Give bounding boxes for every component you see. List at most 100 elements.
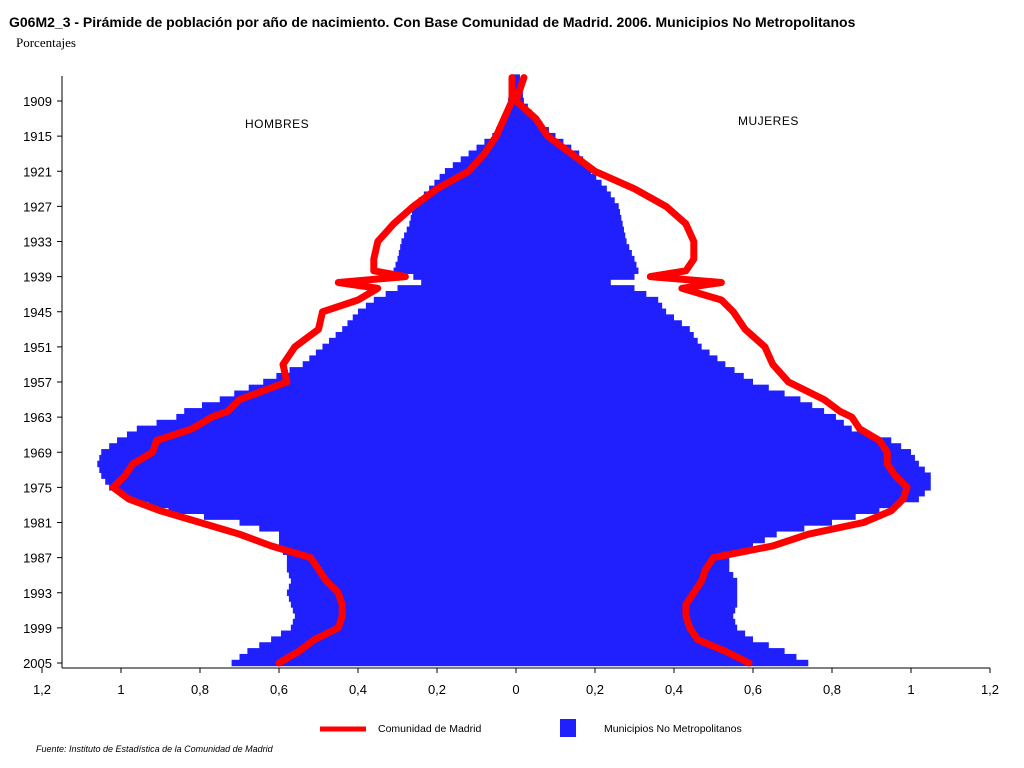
pyramid-bar-1991	[290, 577, 738, 585]
pyramid-bar-1911	[505, 109, 532, 116]
pyramid-bar-1940	[421, 279, 611, 286]
pyramid-bar-1925	[423, 191, 611, 198]
x-tick-label: 0,2	[428, 682, 446, 697]
legend: Comunidad de Madrid Municipios No Metrop…	[320, 719, 742, 737]
pyramid-bar-2002	[259, 642, 769, 649]
pyramid-bar-1933	[401, 238, 627, 245]
y-tick-label: 1939	[23, 270, 52, 285]
municipios-bars	[97, 74, 931, 667]
x-tick-label: 0,8	[191, 682, 209, 697]
pyramid-bar-1999	[290, 624, 738, 632]
pyramid-bar-1927	[413, 203, 619, 210]
comunidad-line-hombres	[109, 74, 516, 667]
comunidad-line-mujeres	[512, 74, 911, 667]
pyramid-bar-1988	[286, 560, 730, 567]
pyramid-bar-1915	[492, 132, 556, 140]
pyramid-bar-1982	[259, 525, 805, 532]
pyramid-bar-1921	[444, 168, 592, 175]
x-tick-label: 0,2	[586, 682, 604, 697]
pyramid-bar-1956	[276, 372, 744, 380]
pyramid-bar-1990	[288, 571, 734, 579]
pyramid-bar-1912	[504, 115, 536, 122]
pyramid-bar-1949	[335, 331, 694, 339]
x-tick-label: 0,6	[270, 682, 288, 697]
pyramid-bar-1985	[279, 542, 753, 550]
mujeres-label: MUJERES	[738, 114, 799, 128]
pyramid-bar-1995	[290, 601, 738, 608]
pyramid-bar-1938	[393, 267, 639, 274]
pyramid-bar-2003	[247, 648, 785, 655]
pyramid-bar-1905	[512, 74, 520, 81]
pyramid-bar-1965	[136, 425, 852, 433]
pyramid-bar-1992	[288, 583, 738, 591]
chart-title: G06M2_3 - Pirámide de población por año …	[9, 14, 856, 30]
pyramid-bar-2004	[239, 653, 797, 661]
pyramid-bar-1930	[409, 220, 623, 228]
pyramid-bar-1926	[418, 197, 615, 204]
pyramid-bar-1987	[286, 554, 730, 561]
pyramid-bar-1917	[476, 144, 572, 152]
pyramid-bar-1958	[248, 384, 769, 392]
pyramid-bar-1906	[511, 80, 521, 87]
source-note: Fuente: Instituto de Estadística de la C…	[36, 744, 274, 754]
pyramid-bar-1983	[279, 531, 777, 538]
pyramid-bar-1939	[413, 273, 635, 280]
pyramid-bar-1994	[288, 595, 738, 602]
y-tick-label: 1951	[23, 340, 52, 355]
pyramid-bar-1971	[97, 460, 919, 468]
axes: 1,2 1 0,8 0,6 0,4 0,2 0 0,2 0,4 0,6 0,8 1 1,2 1909 191…	[23, 76, 999, 697]
pyramid-bar-1976	[119, 490, 925, 497]
pyramid-bar-1960	[219, 396, 801, 403]
pyramid-bar-1957	[263, 378, 753, 386]
legend-label-municipios: Municipios No Metropolitanos	[604, 723, 742, 735]
comunidad-lines	[109, 74, 911, 667]
pyramid-bar-1981	[239, 519, 832, 526]
pyramid-bar-1954	[302, 361, 726, 368]
pyramid-bar-1931	[406, 226, 624, 233]
pyramid-bar-1951	[322, 343, 702, 351]
pyramid-bar-1924	[429, 185, 607, 193]
pyramid-bar-1977	[128, 495, 919, 503]
pyramid-bar-1989	[286, 566, 730, 573]
pyramid-bar-1972	[99, 466, 925, 474]
pyramid-bar-1968	[109, 443, 902, 450]
pyramid-bar-1997	[294, 612, 734, 620]
x-tick-label: 1	[907, 682, 914, 697]
pyramid-bar-1932	[404, 232, 626, 239]
pyramid-bar-1922	[439, 173, 597, 181]
y-tick-label: 1975	[23, 480, 52, 495]
pyramid-bar-1955	[289, 367, 735, 374]
y-tick-label: 1945	[23, 305, 52, 320]
pyramid-bar-1978	[148, 501, 900, 509]
pyramid-bar-1952	[315, 349, 710, 356]
pyramid-bar-1959	[234, 390, 785, 397]
pyramid-bar-1929	[410, 214, 622, 222]
pyramid-bar-1914	[496, 127, 549, 134]
pyramid-bar-1937	[395, 261, 637, 269]
x-tick-label: 0,4	[349, 682, 367, 697]
y-tick-label: 1999	[23, 621, 52, 636]
pyramid-bar-1945	[358, 308, 667, 315]
y-tick-label: 1993	[23, 586, 52, 601]
pyramid-bar-1919	[460, 156, 584, 163]
y-tick-label: 1909	[23, 94, 52, 109]
pyramid-bar-2001	[271, 636, 753, 643]
pyramid-bar-1974	[105, 478, 931, 485]
pyramid-bar-1950	[329, 337, 698, 345]
y-tick-label: 1981	[23, 516, 52, 531]
x-tick-label: 0,4	[665, 682, 683, 697]
pyramid-bar-1928	[411, 209, 621, 216]
y-tick-label: 1921	[23, 164, 52, 179]
pyramid-bar-1918	[468, 150, 580, 157]
pyramid-bar-1980	[203, 513, 856, 520]
pyramid-bar-1907	[510, 86, 522, 93]
pyramid-bar-1948	[342, 326, 690, 333]
pyramid-bar-1946	[352, 314, 674, 321]
pyramid-bar-1993	[286, 589, 738, 596]
pyramid-bar-1942	[385, 290, 647, 298]
pyramid-bar-1947	[347, 320, 682, 327]
chart-subtitle: Porcentajes	[16, 35, 76, 50]
pyramid-bar-1913	[500, 121, 543, 128]
y-tick-label: 1915	[23, 129, 52, 144]
